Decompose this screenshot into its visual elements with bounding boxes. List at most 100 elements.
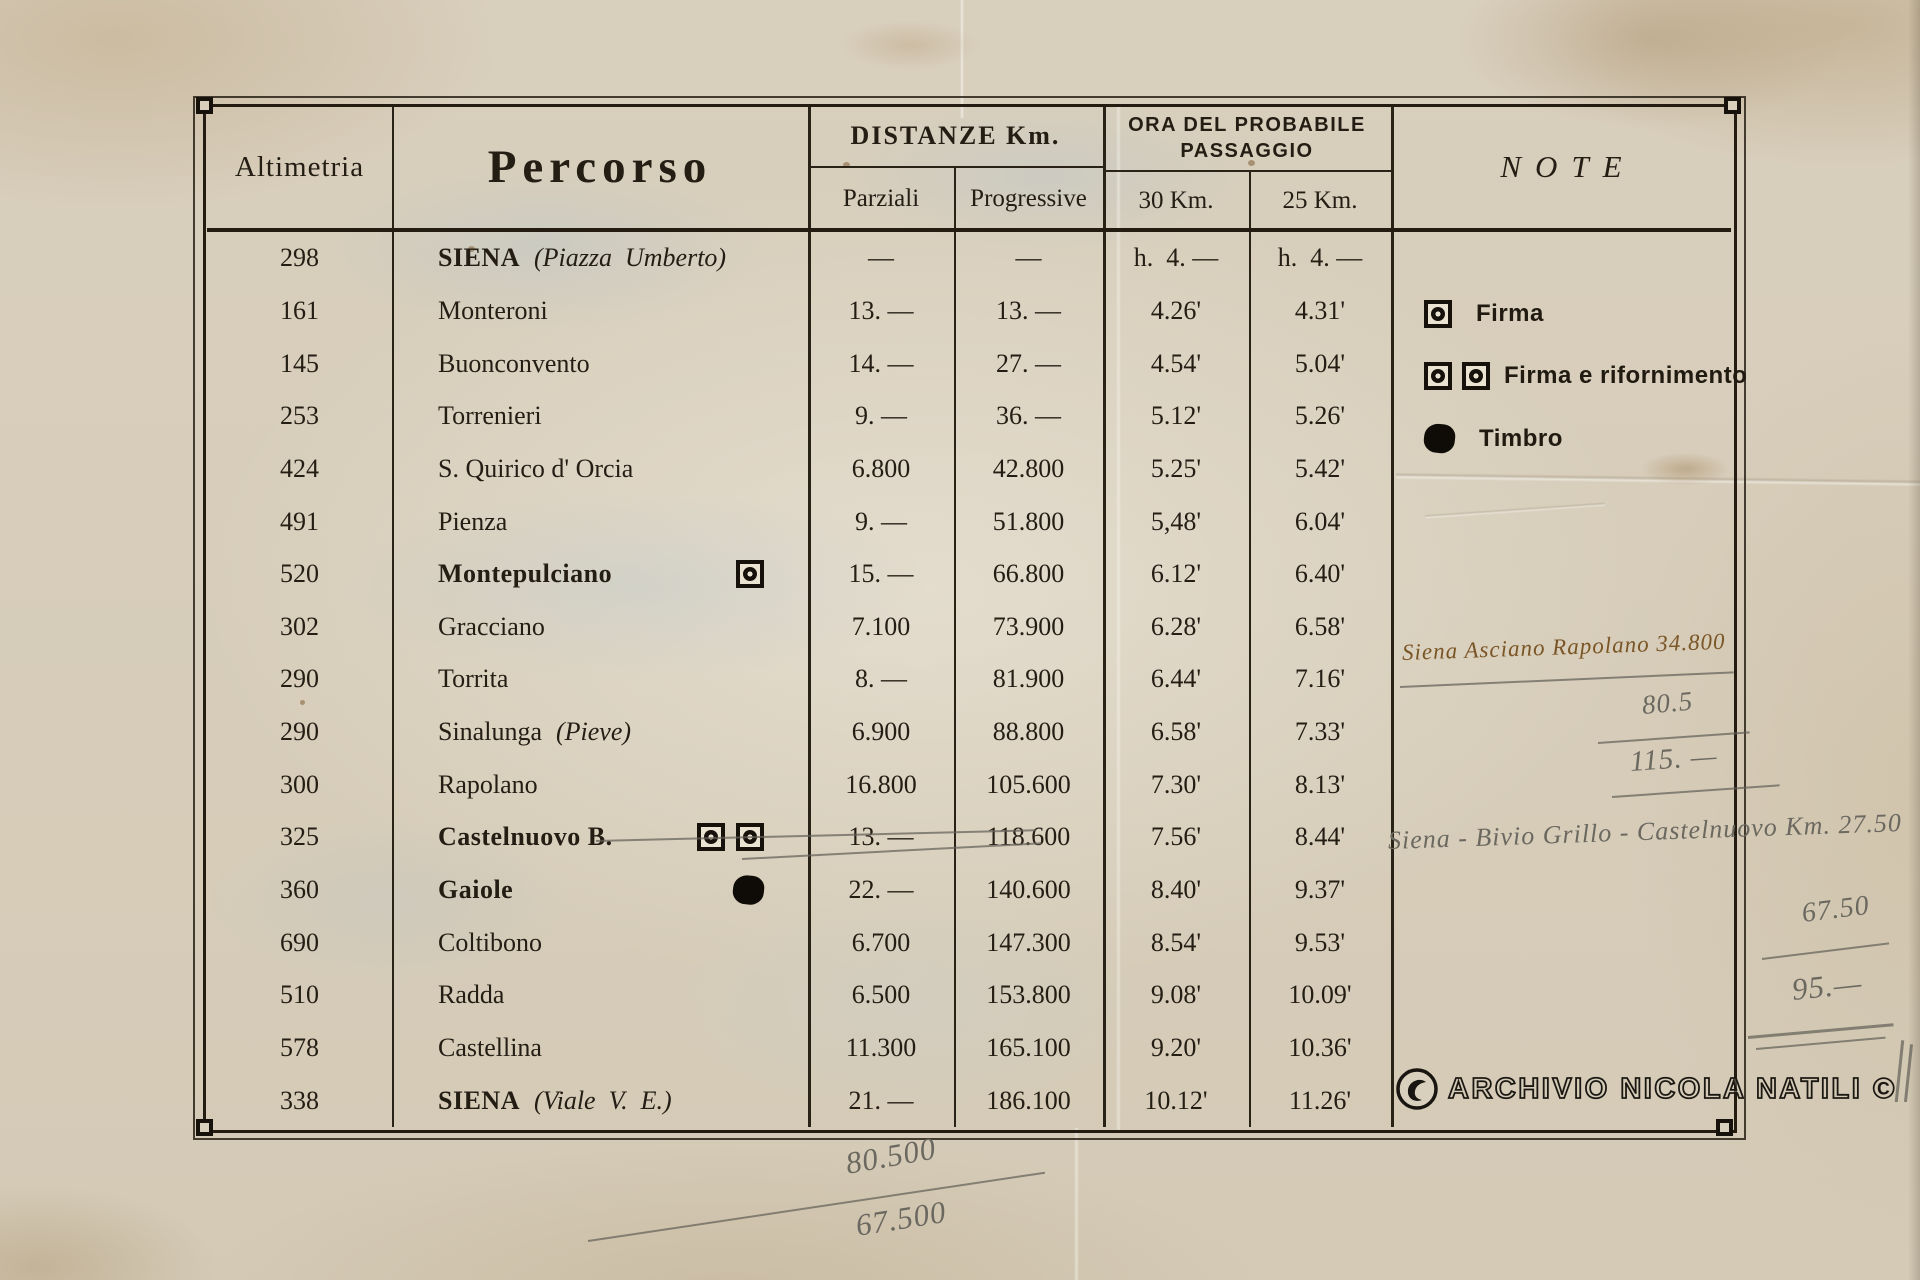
column-header-progressive: Progressive: [970, 185, 1087, 212]
time-25km-value: 9.53': [1294, 927, 1346, 957]
watermark-text: ARCHIVIO NICOLA NATILI: [1447, 1072, 1863, 1106]
percorso-cell: Rapolano: [392, 758, 808, 811]
table-row: 491 Pienza 9. — 51.800 5,48' 6.04': [207, 495, 1731, 548]
percorso-cell: Radda: [392, 969, 808, 1022]
progressive-value: 147.300: [986, 927, 1071, 957]
table-row: 510 Radda 6.500 153.800 9.08' 10.09': [207, 969, 1731, 1022]
percorso-cell: SIENA (Viale V. E.): [392, 1074, 808, 1127]
firma-icon: [1462, 362, 1490, 390]
parziali-value: 7.100: [851, 611, 911, 641]
column-header-25km: 25 Km.: [1282, 187, 1358, 214]
percorso-cell: Torrita: [392, 653, 808, 706]
place-name: Torrenieri: [438, 401, 542, 431]
corner-square: [196, 1119, 213, 1136]
column-divider: [392, 107, 394, 1127]
progressive-value: 81.900: [992, 664, 1065, 694]
place-detail: (Piazza Umberto): [533, 243, 727, 273]
pencil-line: [587, 1171, 1046, 1242]
timbro-icon: [731, 873, 766, 907]
header-rule: [811, 166, 1103, 168]
firma-icon: [736, 560, 764, 589]
percorso-cell: Torrenieri: [392, 390, 808, 443]
pencil-underline: [1755, 1036, 1886, 1050]
parziali-value: 6.700: [851, 927, 911, 957]
parziali-value: 13. —: [848, 295, 914, 325]
ora-header-line1: ORA DEL PROBABILE: [1128, 114, 1366, 136]
progressive-value: 140.600: [986, 875, 1071, 904]
time-30km-value: 5.25': [1150, 453, 1202, 483]
place-name: Castellina: [438, 1032, 542, 1062]
table-outer-border: [193, 96, 1746, 1140]
table-row: 578 Castellina 11.300 165.100 9.20' 10.36': [207, 1022, 1731, 1075]
percorso-cell: Monteroni: [392, 285, 808, 338]
place-name: Monteroni: [438, 295, 548, 325]
paper-crease: [960, 0, 964, 118]
time-30km-value: 8.54': [1150, 927, 1202, 957]
altimetria-value: 290: [280, 664, 319, 694]
progressive-value: 105.600: [986, 769, 1071, 799]
time-30km-value: 6.12': [1150, 559, 1202, 589]
timbro-icon: [1422, 422, 1457, 455]
column-header-note: NOTE: [1500, 149, 1636, 184]
paper-speck: [843, 162, 850, 168]
place-detail: (Viale V. E.): [533, 1085, 672, 1115]
place-name: Castelnuovo B.: [438, 822, 613, 852]
place-name: Gaiole: [438, 875, 514, 904]
legend-item-firma: Firma: [1424, 300, 1544, 328]
parziali-value: 11.300: [845, 1032, 917, 1062]
pencil-note: 115. —: [1628, 739, 1719, 778]
corner-square: [196, 97, 213, 114]
column-header-30km: 30 Km.: [1138, 187, 1214, 214]
altimetria-value: 290: [280, 717, 319, 747]
time-25km-value: 8.44': [1294, 822, 1346, 852]
parziali-value: 13. —: [848, 822, 914, 852]
time-25km-value: 10.36': [1288, 1032, 1352, 1062]
time-30km-value: 10.12': [1144, 1085, 1208, 1115]
percorso-cell: Gracciano: [392, 600, 808, 653]
firma-icon-center: [1469, 369, 1483, 383]
time-30km-value: 4.54': [1150, 348, 1202, 378]
table-rows: 298 SIENA (Piazza Umberto) — — h. 4. — h. 4. —…: [207, 232, 1731, 1127]
legend-item-firma-rifornimento: Firma e rifornimento: [1424, 362, 1747, 390]
percorso-cell: Coltibono: [392, 916, 808, 969]
table-row: 300 Rapolano 16.800 105.600 7.30' 8.13': [207, 758, 1731, 811]
note-cell: [1391, 864, 1731, 917]
altimetria-value: 300: [280, 769, 319, 799]
time-25km-value: 4.31': [1294, 295, 1346, 325]
firma-icon-center: [1431, 307, 1445, 321]
ora-header-line2: PASSAGGIO: [1180, 140, 1314, 162]
time-25km-value: 11.26': [1288, 1085, 1352, 1115]
progressive-value: 118.600: [986, 822, 1071, 852]
time-25km-value: 6.40': [1294, 559, 1346, 589]
progressive-value: 27. —: [996, 348, 1061, 378]
place-name: Torrita: [438, 664, 509, 694]
time-30km-value: 6.28': [1150, 611, 1202, 641]
time-25km-value: 6.04': [1294, 506, 1346, 536]
parziali-value: 9. —: [855, 401, 907, 431]
place-name: Gracciano: [438, 611, 545, 641]
checkpoint-markers: [736, 560, 764, 589]
table-row: 290 Sinalunga (Pieve) 6.900 88.800 6.58' 7.33': [207, 706, 1731, 759]
altimetria-value: 161: [280, 295, 319, 325]
altimetria-value: 520: [280, 559, 319, 589]
legend-item-timbro: Timbro: [1422, 422, 1563, 455]
time-30km-value: 7.56': [1150, 822, 1202, 852]
table-row: 145 Buonconvento 14. — 27. — 4.54' 5.04': [207, 337, 1731, 390]
place-name: Buonconvento: [438, 348, 590, 378]
altimetria-value: 325: [280, 822, 319, 852]
percorso-cell: Buonconvento: [392, 337, 808, 390]
place-name: S. Quirico d' Orcia: [438, 453, 634, 483]
archive-watermark: ARCHIVIO NICOLA NATILI ©: [1396, 1068, 1895, 1110]
time-25km-value: 10.09': [1288, 980, 1352, 1010]
firma-icon: [1424, 362, 1452, 390]
table-row: 325 Castelnuovo B. 13. — 118.600 7.56' 8.44': [207, 811, 1731, 864]
column-header-ora-passaggio: ORA DEL PROBABILE PASSAGGIO: [1103, 106, 1391, 170]
paper-stain: [840, 20, 980, 70]
time-25km-value: h. 4. —: [1277, 243, 1363, 273]
time-30km-value: 6.58': [1150, 717, 1202, 747]
altimetria-value: 253: [280, 401, 319, 431]
archive-logo-bird-icon: [1396, 1068, 1438, 1110]
time-25km-value: 8.13': [1294, 769, 1346, 799]
pencil-note: 80.5: [1640, 685, 1695, 720]
altimetria-value: 578: [280, 1032, 319, 1062]
